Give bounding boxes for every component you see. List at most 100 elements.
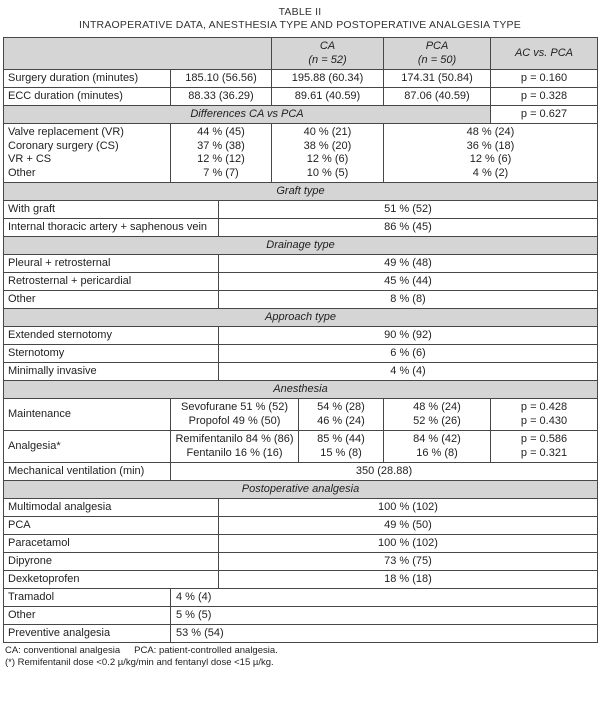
row-value-cell: 4 % (4)	[170, 588, 598, 607]
row-label-cell: Dexketoprofen	[3, 570, 219, 589]
footnote-abbreviations: CA: conventional analgesia PCA: patient-c…	[5, 645, 597, 657]
maintenance-pvalue-cell: p = 0.428 p = 0.430	[490, 398, 598, 431]
cell-line: VR + CS	[8, 153, 52, 165]
section-header-cell: Anesthesia	[3, 380, 598, 399]
row-label-cell: Extended sternotomy	[3, 326, 219, 345]
cell-line: 48 % (24)	[466, 126, 515, 138]
cell-line: 15 % (8)	[320, 446, 362, 459]
row-pvalue-cell: p = 0.160	[490, 69, 598, 88]
cell-line: p = 0.430	[520, 414, 568, 427]
row-value-cell: 49 % (48)	[218, 254, 598, 273]
maintenance-ca-cell: 54 % (28) 46 % (24)	[298, 398, 384, 431]
table-row: Internal thoracic artery + saphenous vei…	[3, 218, 598, 237]
cell-line: Sevofurane 51 % (52)	[180, 401, 288, 413]
cell-line: (n = 52)	[308, 53, 347, 66]
row-label-cell: With graft	[3, 200, 219, 219]
row-pca-cell: 174.31 (50.84)	[383, 69, 491, 88]
row-ca-cell: 89.61 (40.59)	[271, 87, 384, 106]
table-row: Multimodal analgesia 100 % (102)	[3, 498, 598, 517]
footnote-ca: CA: conventional analgesia	[5, 645, 121, 656]
data-table: CA (n = 52) PCA (n = 50) AC vs. PCA Surg…	[3, 37, 598, 643]
table-row: Preventive analgesia 53 % (54)	[3, 624, 598, 643]
table-row-surgery-duration: Surgery duration (minutes) 185.10 (56.56…	[3, 69, 598, 88]
cell-line: 12 % (12)	[197, 153, 245, 165]
cell-line: 37 % (38)	[197, 139, 245, 152]
table-title: TABLE II INTRAOPERATIVE DATA, ANESTHESIA…	[3, 6, 597, 32]
section-header-cell: Approach type	[3, 308, 598, 327]
header-empty-cell	[3, 37, 272, 70]
row-label-cell: Pleural + retrosternal	[3, 254, 219, 273]
row-label-cell: PCA	[3, 516, 219, 535]
header-ca-cell: CA (n = 52)	[271, 37, 384, 70]
cell-line: Other	[8, 166, 36, 179]
footnote-pca: PCA: patient-controlled analgesia.	[134, 645, 278, 656]
table-row: PCA 49 % (50)	[3, 516, 598, 535]
table-row: Pleural + retrosternal 49 % (48)	[3, 254, 598, 273]
surgery-type-pca-cell: 48 % (24) 36 % (18) 12 % (6) 4 % (2)	[383, 123, 598, 183]
cell-line: Fentanilo 16 % (16)	[186, 446, 283, 459]
table-row-differences: Differences CA vs PCA p = 0.627	[3, 105, 598, 124]
cell-line: 16 % (8)	[416, 446, 458, 459]
header-pca-cell: PCA (n = 50)	[383, 37, 491, 70]
header-pvalue-cell: AC vs. PCA	[490, 37, 598, 70]
cell-line: 36 % (18)	[466, 139, 515, 152]
table-row-ventilation: Mechanical ventilation (min) 350 (28.88)	[3, 462, 598, 481]
row-label-cell: Tramadol	[3, 588, 171, 607]
row-value-cell: 5 % (5)	[170, 606, 598, 625]
row-ca-cell: 195.88 (60.34)	[271, 69, 384, 88]
row-label-cell: Other	[3, 290, 219, 309]
cell-line: 4 % (2)	[472, 166, 509, 179]
row-label-cell: Sternotomy	[3, 344, 219, 363]
section-header-anesthesia: Anesthesia	[3, 380, 598, 399]
cell-line: 40 % (21)	[303, 126, 352, 138]
row-label-cell: Paracetamol	[3, 534, 219, 553]
row-value-cell: 100 % (102)	[218, 498, 598, 517]
table-row-maintenance: Maintenance Sevofurane 51 % (52) Propofo…	[3, 398, 598, 431]
row-total-cell: 88.33 (36.29)	[170, 87, 272, 106]
row-pca-cell: 87.06 (40.59)	[383, 87, 491, 106]
cell-line: (n = 50)	[417, 53, 457, 66]
table-row: Dexketoprofen 18 % (18)	[3, 570, 598, 589]
surgery-type-total-cell: 44 % (45) 37 % (38) 12 % (12) 7 % (7)	[170, 123, 272, 183]
row-total-cell: 185.10 (56.56)	[170, 69, 272, 88]
table-row: Other 8 % (8)	[3, 290, 598, 309]
row-label-cell: Maintenance	[3, 398, 171, 431]
table-header-row: CA (n = 52) PCA (n = 50) AC vs. PCA	[3, 37, 598, 70]
cell-line: 48 % (24)	[413, 401, 461, 413]
row-label-cell: Mechanical ventilation (min)	[3, 462, 171, 481]
cell-line: 10 % (5)	[306, 166, 349, 179]
row-value-cell: 8 % (8)	[218, 290, 598, 309]
cell-line: 46 % (24)	[317, 414, 365, 427]
row-value-cell: 4 % (4)	[218, 362, 598, 381]
cell-line: Remifentanilo 84 % (86)	[175, 433, 294, 445]
differences-label-cell: Differences CA vs PCA	[3, 105, 491, 124]
row-label-cell: Analgesia*	[3, 430, 171, 463]
cell-line: p = 0.321	[520, 446, 568, 459]
table-row: Sternotomy 6 % (6)	[3, 344, 598, 363]
table-row-ecc-duration: ECC duration (minutes) 88.33 (36.29) 89.…	[3, 87, 598, 106]
analgesia-total-cell: Remifentanilo 84 % (86) Fentanilo 16 % (…	[170, 430, 299, 463]
table-row: Retrosternal + pericardial 45 % (44)	[3, 272, 598, 291]
cell-line: 85 % (44)	[317, 433, 365, 445]
cell-line: 44 % (45)	[197, 126, 245, 138]
row-label-cell: Surgery duration (minutes)	[3, 69, 171, 88]
surgery-type-labels-cell: Valve replacement (VR) Coronary surgery …	[3, 123, 171, 183]
table-row: Minimally invasive 4 % (4)	[3, 362, 598, 381]
table-row: With graft 51 % (52)	[3, 200, 598, 219]
maintenance-pca-cell: 48 % (24) 52 % (26)	[383, 398, 491, 431]
cell-line: 12 % (6)	[306, 153, 349, 165]
row-pvalue-cell: p = 0.328	[490, 87, 598, 106]
cell-line: 7 % (7)	[203, 166, 239, 179]
analgesia-ca-cell: 85 % (44) 15 % (8)	[298, 430, 384, 463]
section-header-graft: Graft type	[3, 182, 598, 201]
table-row: Paracetamol 100 % (102)	[3, 534, 598, 553]
cell-line: Valve replacement (VR)	[8, 126, 124, 138]
cell-line: Coronary surgery (CS)	[8, 139, 119, 152]
cell-line: 54 % (28)	[317, 401, 365, 413]
cell-line: Propofol 49 % (50)	[188, 414, 281, 427]
row-value-cell: 51 % (52)	[218, 200, 598, 219]
table-row: Extended sternotomy 90 % (92)	[3, 326, 598, 345]
row-value-cell: 90 % (92)	[218, 326, 598, 345]
cell-line: CA	[319, 40, 336, 52]
section-header-cell: Graft type	[3, 182, 598, 201]
